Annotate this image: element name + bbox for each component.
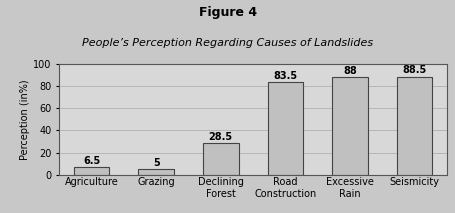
Text: 5: 5 bbox=[152, 158, 159, 168]
Text: Figure 4: Figure 4 bbox=[198, 6, 257, 19]
Bar bbox=[396, 77, 431, 175]
Text: 88.5: 88.5 bbox=[402, 65, 426, 75]
Bar bbox=[138, 169, 173, 175]
Bar bbox=[202, 143, 238, 175]
Text: 83.5: 83.5 bbox=[273, 71, 297, 81]
Y-axis label: Perception (in%): Perception (in%) bbox=[20, 79, 30, 160]
Bar bbox=[332, 77, 367, 175]
Text: 88: 88 bbox=[342, 66, 356, 76]
Text: 6.5: 6.5 bbox=[83, 156, 100, 166]
Bar bbox=[74, 167, 109, 175]
Bar bbox=[267, 82, 303, 175]
Text: 28.5: 28.5 bbox=[208, 132, 233, 142]
Text: People’s Perception Regarding Causes of Landslides: People’s Perception Regarding Causes of … bbox=[82, 38, 373, 48]
